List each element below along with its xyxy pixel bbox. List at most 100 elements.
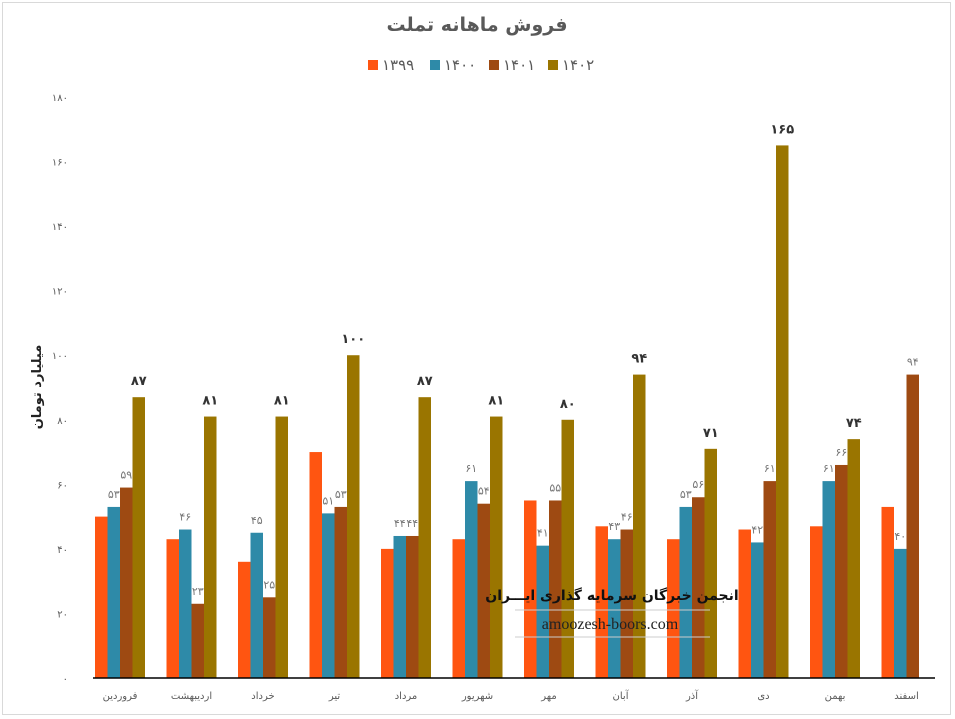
bar-1401 [120, 487, 133, 678]
watermark-url: amoozesh-boors.com [542, 616, 679, 633]
y-tick-label: ۱۶۰ [52, 158, 68, 169]
bar-1399 [309, 452, 322, 678]
bar-1399 [166, 539, 179, 678]
data-label: ۴۵ [251, 514, 263, 527]
data-label: ۱۰۰ [341, 332, 365, 347]
data-label: ۵۳ [680, 488, 692, 501]
bar-1401 [763, 481, 776, 678]
bar-1401 [263, 597, 276, 678]
bar-1401 [406, 535, 419, 678]
bar-1401 [334, 506, 347, 678]
y-tick-label: ۰ [63, 674, 68, 685]
bar-1402 [132, 397, 145, 678]
y-tick-label: ۶۰ [57, 480, 68, 491]
y-tick-label: ۱۲۰ [52, 287, 68, 298]
legend-item-1401[interactable]: ۱۴۰۱ [489, 56, 535, 74]
data-label: ۴۲ [751, 523, 763, 536]
bar-1401 [549, 500, 562, 678]
legend-item-1399[interactable]: ۱۳۹۹ [368, 56, 414, 74]
legend-label: ۱۴۰۱ [503, 56, 535, 74]
legend-label: ۱۴۰۰ [444, 56, 476, 74]
data-label: ۱۶۵ [770, 122, 794, 137]
bar-1399 [881, 506, 894, 678]
data-label: ۷۱ [703, 426, 719, 441]
data-label: ۴۴ [394, 517, 406, 530]
data-label: ۵۱ [322, 494, 334, 507]
bar-1400 [822, 481, 835, 678]
x-tick-label: بهمن [825, 691, 846, 702]
data-label: ۴۴ [406, 517, 418, 530]
bar-1399 [95, 516, 108, 678]
bar-1399 [667, 539, 680, 678]
bar-1400 [679, 506, 692, 678]
bar-1402 [633, 374, 646, 678]
legend-item-1402[interactable]: ۱۴۰۲ [548, 56, 594, 74]
bar-1402 [275, 416, 288, 678]
data-label: ۴۰ [894, 530, 906, 543]
data-label: ۹۴ [631, 352, 647, 367]
x-tick-label: دی [757, 691, 769, 702]
y-tick-label: ۲۰ [57, 609, 68, 620]
x-tick-label: فروردین [103, 691, 138, 702]
data-label: ۴۶ [179, 511, 191, 524]
data-label: ۸۷ [131, 374, 147, 389]
bar-1400 [179, 529, 192, 678]
y-tick-label: ۴۰ [57, 545, 68, 556]
legend: ۱۳۹۹ ۱۴۰۰ ۱۴۰۱ ۱۴۰۲ [368, 56, 594, 74]
bar-1401 [835, 464, 848, 678]
bar-1402 [418, 397, 431, 678]
x-tick-label: آذر [685, 689, 699, 702]
y-axis: ۰ ۲۰ ۴۰ ۶۰ ۸۰ ۱۰۰ ۱۲۰ ۱۴۰ ۱۶۰ ۱۸۰ [52, 93, 68, 685]
bar-1399 [381, 548, 394, 678]
x-tick-label: آبان [613, 689, 630, 702]
data-label: ۵۳ [108, 488, 120, 501]
x-tick-label: شهریور [461, 691, 493, 702]
bar-1400 [393, 535, 406, 678]
bar-1401 [692, 497, 705, 678]
bar-1400 [894, 548, 907, 678]
legend-swatch [430, 60, 440, 70]
data-label: ۲۳ [192, 585, 204, 598]
data-label: ۵۶ [692, 478, 704, 491]
data-label: ۵۳ [335, 488, 347, 501]
data-label: ۶۱ [823, 462, 835, 475]
legend-label: ۱۴۰۲ [562, 56, 594, 74]
legend-swatch [368, 60, 378, 70]
bars [95, 145, 919, 678]
bar-1401 [477, 503, 490, 678]
x-tick-label: خرداد [251, 691, 274, 702]
bar-1402 [561, 419, 574, 678]
bar-1399 [238, 561, 251, 678]
watermark-title: انجمن خبرگان سرمایه گذاری ایـــران [485, 587, 738, 604]
data-label: ۸۰ [560, 397, 576, 412]
bar-1399 [810, 526, 823, 678]
bar-1401 [906, 374, 919, 678]
y-tick-label: ۱۸۰ [52, 93, 68, 104]
x-tick-label: اردیبهشت [171, 691, 212, 702]
watermark: انجمن خبرگان سرمایه گذاری ایـــران amooz… [485, 587, 739, 638]
legend-item-1400[interactable]: ۱۴۰۰ [430, 56, 476, 74]
legend-label: ۱۳۹۹ [382, 56, 414, 74]
bar-1400 [751, 542, 764, 678]
bar-1402 [776, 145, 789, 678]
bar-1399 [595, 526, 608, 678]
data-label: ۷۴ [846, 416, 862, 431]
bar-1400 [465, 481, 478, 678]
data-label: ۴۱ [537, 527, 549, 540]
bar-1400 [536, 545, 549, 678]
bar-1402 [704, 448, 717, 678]
y-axis-label: میلیارد تومان [30, 345, 45, 430]
x-tick-label: مهر [540, 691, 556, 702]
data-label: ۹۴ [907, 356, 919, 369]
bar-1402 [847, 439, 860, 678]
x-tick-label: تیر [328, 691, 341, 702]
legend-swatch [489, 60, 499, 70]
data-label: ۸۱ [488, 394, 504, 409]
bar-1401 [191, 603, 204, 678]
bar-1401 [620, 529, 633, 678]
data-label: ۶۱ [465, 462, 477, 475]
